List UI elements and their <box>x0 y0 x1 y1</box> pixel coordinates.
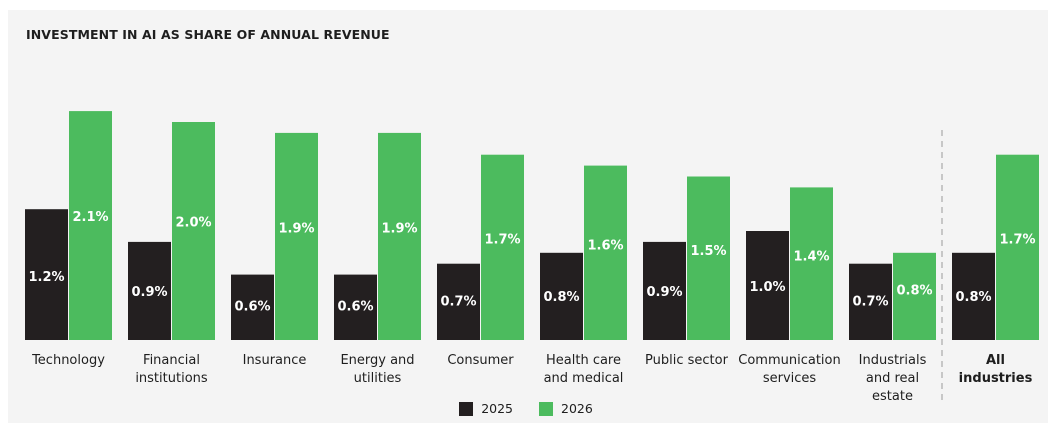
data-label-2026-2: 2.0% <box>175 216 211 231</box>
data-label-2026-9: 0.8% <box>896 284 932 299</box>
category-label-9: Industrials and real estate <box>837 352 949 406</box>
category-label-line: services <box>762 371 817 386</box>
data-label-2025-9: 0.7% <box>852 295 888 310</box>
legend-label: 2026 <box>561 401 593 416</box>
bar-2025-9 <box>849 263 892 340</box>
category-label-line: industries <box>958 371 1033 386</box>
category-label-line: Industrials <box>858 353 927 368</box>
category-label-line: and real <box>865 371 920 386</box>
legend-swatch <box>459 401 474 416</box>
legend: 2025 2026 <box>0 401 1052 416</box>
bar-2025-8 <box>746 231 789 340</box>
bar-2026-7 <box>687 176 730 340</box>
bar-2026-2 <box>172 122 215 340</box>
category-label-6: Health care and medical <box>528 352 640 388</box>
data-label-2025-6: 0.8% <box>543 290 579 305</box>
data-label-2026-5: 1.7% <box>484 233 520 248</box>
data-label-2026-10: 1.7% <box>999 233 1035 248</box>
bar-2025-6 <box>540 252 583 340</box>
data-label-2025-8: 1.0% <box>749 280 785 295</box>
data-label-2025-3: 0.6% <box>234 300 270 315</box>
chart-title: INVESTMENT IN AI AS SHARE OF ANNUAL REVE… <box>26 27 390 42</box>
data-label-2026-4: 1.9% <box>381 221 417 236</box>
bar-2026-9 <box>893 252 936 340</box>
category-label-line: Insurance <box>242 353 307 368</box>
category-label-line: All <box>986 353 1005 368</box>
data-label-2026-3: 1.9% <box>278 221 314 236</box>
category-label-line: Technology <box>32 353 105 368</box>
category-label-5: Consumer <box>425 352 537 370</box>
data-label-2025-4: 0.6% <box>337 300 373 315</box>
category-label-line: institutions <box>135 371 208 386</box>
data-label-2026-7: 1.5% <box>690 244 726 259</box>
bar-2026-5 <box>481 154 524 340</box>
category-label-line: utilities <box>353 371 402 386</box>
data-label-2026-6: 1.6% <box>587 238 623 253</box>
legend-label: 2025 <box>481 401 513 416</box>
category-label-1: Technology <box>13 352 125 370</box>
data-label-2025-7: 0.9% <box>646 285 682 300</box>
bar-2026-10 <box>996 154 1039 340</box>
bar-2025-1 <box>25 209 68 340</box>
category-label-line: Consumer <box>447 353 514 368</box>
category-label-line: Energy and <box>340 353 415 368</box>
bar-2025-3 <box>231 274 274 340</box>
legend-swatch <box>539 401 553 416</box>
category-label-8: Communication services <box>734 352 846 388</box>
data-label-2025-1: 1.2% <box>28 270 64 285</box>
category-label-line: Financial <box>143 353 200 368</box>
category-label-2: Financial institutions <box>116 352 228 388</box>
bar-2025-2 <box>128 241 171 340</box>
bar-2026-1 <box>69 111 112 340</box>
bar-2026-6 <box>584 165 627 340</box>
bar-2026-8 <box>790 187 833 340</box>
category-label-line: Health care <box>546 353 621 368</box>
data-label-2026-1: 2.1% <box>72 210 108 225</box>
legend-item-2026: 2026 <box>539 401 593 416</box>
category-label-line: Public sector <box>645 353 728 368</box>
bar-2025-4 <box>334 274 377 340</box>
data-label-2026-8: 1.4% <box>793 250 829 265</box>
category-label-line: and medical <box>543 371 624 386</box>
bar-2025-5 <box>437 263 480 340</box>
data-label-2025-2: 0.9% <box>131 285 167 300</box>
category-label-7: Public sector <box>631 352 743 370</box>
category-label-line: estate <box>872 389 913 404</box>
category-label-3: Insurance <box>219 352 331 370</box>
category-label-10: All industries <box>940 352 1052 388</box>
data-label-2025-5: 0.7% <box>440 295 476 310</box>
category-label-4: Energy and utilities <box>322 352 434 388</box>
data-label-2025-10: 0.8% <box>955 290 991 305</box>
bar-2025-7 <box>643 241 686 340</box>
bar-2026-4 <box>378 132 421 340</box>
bar-2026-3 <box>275 132 318 340</box>
bar-chart: 1.2% 2.1% 0.9% 2.0% 0.6% 1.9% 0.6% 1.9% 0.7% 1.7%… <box>25 111 1039 400</box>
category-label-line: Communication <box>738 353 841 368</box>
legend-item-2025: 2025 <box>459 401 513 416</box>
bar-2025-10 <box>952 252 995 340</box>
